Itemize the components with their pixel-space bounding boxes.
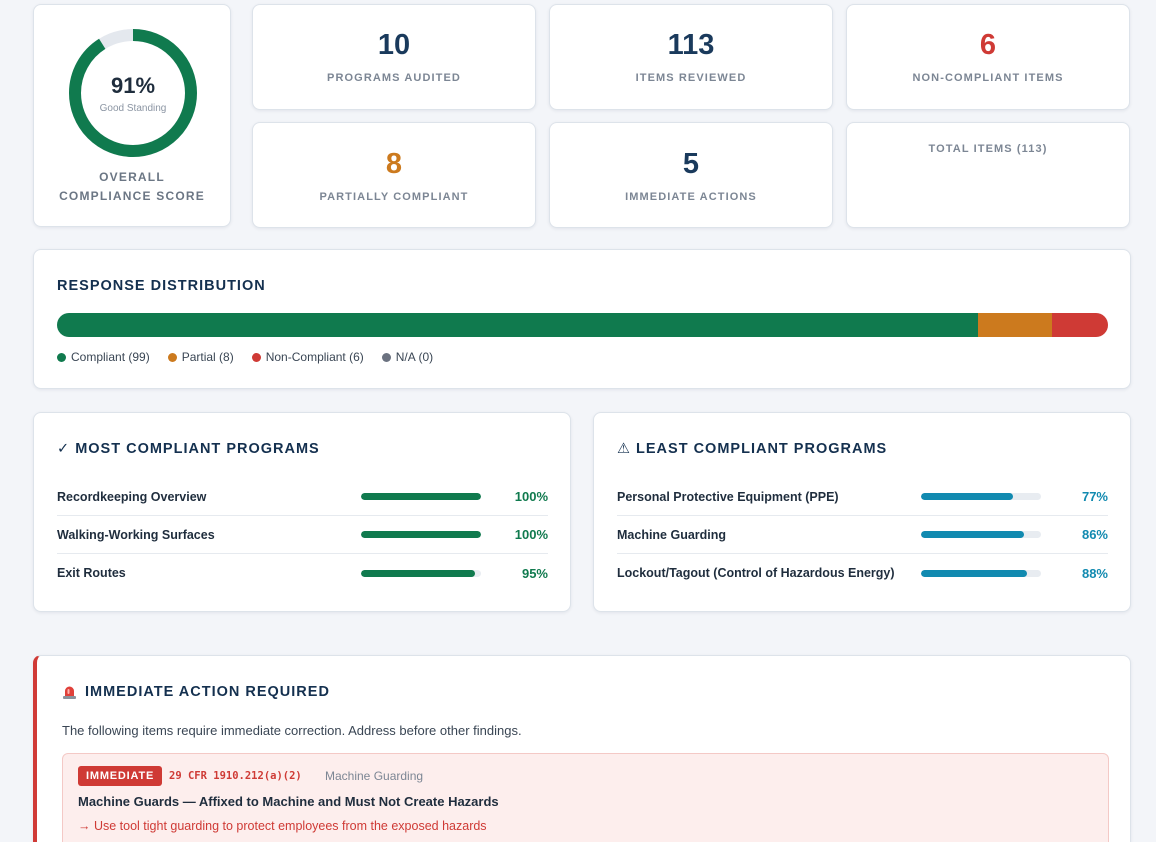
item-title: Machine Guards — Affixed to Machine and … bbox=[78, 794, 499, 809]
legend-label: Compliant (99) bbox=[71, 350, 150, 364]
legend-label: Non-Compliant (6) bbox=[265, 350, 364, 364]
program-progress-fill bbox=[361, 531, 481, 538]
legend-dot bbox=[381, 352, 391, 362]
stat-value: 6 bbox=[979, 29, 997, 61]
stat-value: 10 bbox=[377, 29, 411, 61]
program-name: Walking-Working Surfaces bbox=[57, 527, 215, 542]
program-progress-track bbox=[361, 493, 481, 500]
response-distribution-bar bbox=[57, 313, 1108, 337]
response-distribution-title: RESPONSE DISTRIBUTION bbox=[57, 278, 266, 294]
stat-partially-compliant: 8 PARTIALLY COMPLIANT bbox=[252, 122, 536, 228]
most-compliant-programs-card: ✓ MOST COMPLIANT PROGRAMS Recordkeeping … bbox=[33, 412, 571, 612]
program-percent: 100% bbox=[514, 527, 548, 542]
stat-value: 5 bbox=[682, 148, 700, 180]
stat-label: NON-COMPLIANT ITEMS bbox=[912, 72, 1064, 84]
stat-programs-audited: 10 PROGRAMS AUDITED bbox=[252, 4, 536, 110]
legend-dot bbox=[57, 352, 66, 362]
compliance-score-status: Good Standing bbox=[99, 102, 167, 114]
program-row[interactable]: Exit Routes 95% bbox=[57, 554, 548, 592]
program-row[interactable]: Lockout/Tagout (Control of Hazardous Ene… bbox=[617, 554, 1108, 592]
compliance-score-ring bbox=[69, 29, 197, 157]
stat-label: TOTAL ITEMS (113) bbox=[928, 143, 1048, 155]
immediate-action-description: The following items require immediate co… bbox=[62, 723, 522, 738]
least-compliant-programs-card: ⚠ LEAST COMPLIANT PROGRAMS Personal Prot… bbox=[593, 412, 1131, 612]
program-progress-track bbox=[361, 531, 481, 538]
compliance-score-value: 91% bbox=[110, 72, 156, 98]
most-compliant-title: ✓ MOST COMPLIANT PROGRAMS bbox=[57, 441, 320, 457]
stat-total-items: TOTAL ITEMS (113) bbox=[846, 122, 1130, 228]
compliance-score-arc bbox=[69, 29, 197, 157]
siren-icon bbox=[63, 686, 76, 699]
stat-label: IMMEDIATE ACTIONS bbox=[625, 191, 757, 203]
stat-value: 8 bbox=[385, 148, 403, 180]
stat-items-reviewed: 113 ITEMS REVIEWED bbox=[549, 4, 833, 110]
stat-immediate-actions: 5 IMMEDIATE ACTIONS bbox=[549, 122, 833, 228]
program-name: Personal Protective Equipment (PPE) bbox=[617, 489, 839, 504]
stat-label: PROGRAMS AUDITED bbox=[327, 72, 461, 84]
legend-dot bbox=[167, 352, 177, 362]
program-progress-fill bbox=[921, 531, 1025, 538]
legend-item: Partial (8) bbox=[167, 350, 234, 364]
legend-item: Non-Compliant (6) bbox=[251, 350, 364, 364]
program-progress-track bbox=[921, 569, 1041, 577]
program-progress-fill bbox=[921, 569, 1027, 577]
program-progress-track bbox=[921, 531, 1041, 538]
warning-icon: ⚠ bbox=[617, 441, 631, 457]
legend-label: N/A (0) bbox=[395, 350, 434, 364]
priority-badge: IMMEDIATE bbox=[78, 766, 163, 786]
compliance-score-title: OVERALL COMPLIANCE SCORE bbox=[59, 170, 205, 203]
immediate-action-title: IMMEDIATE ACTION REQUIRED bbox=[62, 684, 330, 700]
stat-value: 113 bbox=[667, 29, 715, 61]
item-corrective-action: → Use tool tight guarding to protect emp… bbox=[78, 819, 487, 833]
program-name: Machine Guarding bbox=[617, 527, 727, 542]
immediate-action-card: IMMEDIATE ACTION REQUIRED The following … bbox=[33, 655, 1131, 842]
program-row[interactable]: Walking-Working Surfaces 100% bbox=[57, 516, 548, 554]
program-progress-fill bbox=[361, 493, 481, 500]
stat-label: ITEMS REVIEWED bbox=[635, 72, 747, 84]
cfr-reference: 29 CFR 1910.212(a)(2) bbox=[169, 770, 302, 782]
immediate-action-item[interactable]: IMMEDIATE 29 CFR 1910.212(a)(2) Machine … bbox=[62, 753, 1109, 842]
program-name: Lockout/Tagout (Control of Hazardous Ene… bbox=[617, 566, 895, 580]
distribution-segment bbox=[57, 313, 978, 337]
program-name: Recordkeeping Overview bbox=[57, 489, 207, 504]
legend-item: N/A (0) bbox=[381, 350, 434, 364]
program-percent: 77% bbox=[1081, 489, 1108, 504]
response-distribution-legend: Compliant (99) Partial (8) Non-Compliant (… bbox=[57, 350, 433, 364]
program-progress-fill bbox=[921, 493, 1014, 500]
program-progress-track bbox=[361, 569, 481, 577]
check-icon: ✓ bbox=[57, 441, 71, 457]
legend-dot bbox=[251, 352, 261, 362]
program-percent: 86% bbox=[1081, 527, 1108, 542]
program-percent: 88% bbox=[1081, 565, 1108, 581]
least-compliant-title: ⚠ LEAST COMPLIANT PROGRAMS bbox=[617, 441, 888, 457]
legend-label: Partial (8) bbox=[181, 350, 234, 364]
program-row[interactable]: Personal Protective Equipment (PPE) 77% bbox=[617, 478, 1108, 516]
program-progress-track bbox=[921, 493, 1041, 500]
distribution-segment bbox=[977, 313, 1053, 337]
item-category: Machine Guarding bbox=[325, 769, 424, 783]
program-row[interactable]: Recordkeeping Overview 100% bbox=[57, 478, 548, 516]
response-distribution-card: RESPONSE DISTRIBUTION Compliant (99) Part… bbox=[33, 249, 1131, 389]
legend-item: Compliant (99) bbox=[57, 350, 150, 364]
program-name: Exit Routes bbox=[57, 566, 126, 580]
distribution-segment bbox=[1052, 313, 1108, 337]
compliance-score-card: 91% Good Standing OVERALL COMPLIANCE SCO… bbox=[33, 4, 231, 227]
stat-non-compliant-items: 6 NON-COMPLIANT ITEMS bbox=[846, 4, 1130, 110]
program-percent: 100% bbox=[514, 489, 548, 504]
program-row[interactable]: Machine Guarding 86% bbox=[617, 516, 1108, 554]
program-progress-fill bbox=[361, 569, 475, 577]
stat-label: PARTIALLY COMPLIANT bbox=[319, 191, 469, 203]
program-percent: 95% bbox=[521, 565, 548, 581]
